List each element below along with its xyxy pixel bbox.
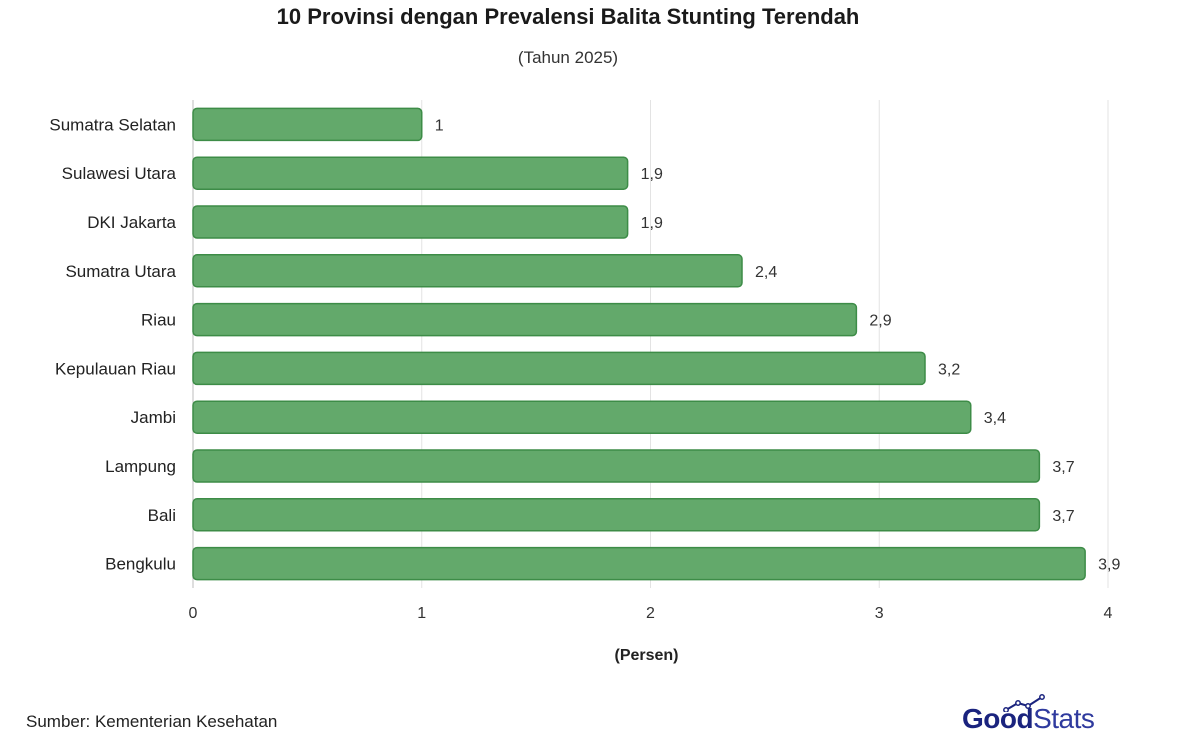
category-label: Jambi: [131, 408, 176, 427]
value-label: 2,9: [869, 313, 891, 330]
bar: [192, 498, 1041, 532]
source-note: Sumber: Kementerian Kesehatan: [26, 712, 278, 731]
x-tick-label: 3: [875, 605, 884, 622]
bar: [192, 351, 926, 386]
x-axis-title: (Persen): [614, 647, 678, 664]
logo-good-text: Good: [962, 703, 1034, 734]
bar: [192, 546, 1086, 581]
logo-graph-icon: [1003, 694, 1045, 712]
bar: [192, 156, 629, 190]
chart-title: 10 Provinsi dengan Prevalensi Balita Stu…: [276, 4, 860, 29]
bar: [192, 254, 743, 288]
bar: [192, 107, 423, 142]
value-label: 3,4: [984, 410, 1006, 427]
x-tick-label: 1: [417, 605, 426, 622]
value-label: 3,7: [1052, 508, 1074, 525]
category-label: Sumatra Utara: [65, 262, 176, 281]
category-label: Sulawesi Utara: [62, 164, 177, 183]
category-label: DKI Jakarta: [87, 213, 176, 232]
bar: [192, 400, 972, 434]
chart-subtitle: (Tahun 2025): [517, 48, 619, 67]
value-label: 1,9: [641, 166, 663, 183]
category-label: Bengkulu: [105, 555, 176, 574]
x-tick-label: 2: [646, 605, 655, 622]
category-label: Bali: [148, 506, 176, 525]
goodstats-logo: GoodStats: [962, 694, 1122, 734]
x-tick-label: 0: [189, 605, 198, 622]
category-label: Kepulauan Riau: [55, 359, 176, 378]
category-label: Riau: [141, 311, 176, 330]
x-tick-label: 4: [1104, 605, 1113, 622]
bar: [192, 302, 858, 337]
value-label: 2,4: [755, 264, 777, 281]
bar: [192, 205, 629, 239]
value-label: 3,2: [938, 361, 960, 378]
category-label: Lampung: [105, 457, 176, 476]
value-label: 3,9: [1098, 557, 1120, 574]
value-label: 1,9: [641, 215, 663, 232]
category-label: Sumatra Selatan: [49, 115, 176, 134]
bar-chart: 0 1 2 3 4 Sumatra Selatan 1 Sulawesi Utara 1,9 DK…: [49, 100, 1120, 664]
bar: [192, 449, 1041, 483]
value-label: 1: [435, 117, 444, 134]
value-label: 3,7: [1052, 459, 1074, 476]
logo-stats-text: Stats: [1033, 703, 1095, 734]
